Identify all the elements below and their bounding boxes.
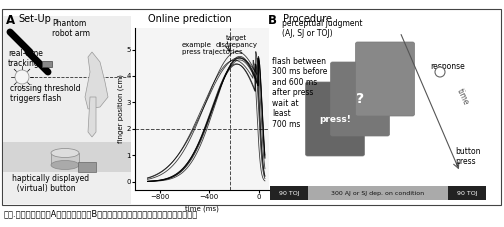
Text: 90 TOJ: 90 TOJ bbox=[457, 190, 477, 195]
Ellipse shape bbox=[51, 160, 79, 170]
Text: 図１.実験１の方法　A：実験の準備　B：課題の１試行の流れと群間のタイムライン: 図１.実験１の方法 A：実験の準備 B：課題の１試行の流れと群間のタイムライン bbox=[4, 209, 198, 218]
Text: B: B bbox=[268, 14, 277, 27]
Circle shape bbox=[435, 67, 445, 77]
Bar bbox=[448, 186, 486, 200]
Text: 90 TOJ: 90 TOJ bbox=[279, 190, 299, 195]
Text: flash between
300 ms before
and 600 ms
after press: flash between 300 ms before and 600 ms a… bbox=[272, 57, 328, 97]
Text: example
press trajectories: example press trajectories bbox=[182, 42, 243, 54]
Text: press!: press! bbox=[319, 114, 351, 123]
Text: Online prediction: Online prediction bbox=[148, 14, 232, 24]
Text: Procedure: Procedure bbox=[283, 14, 332, 24]
Polygon shape bbox=[85, 52, 108, 109]
Polygon shape bbox=[88, 97, 96, 137]
Text: button
press: button press bbox=[455, 147, 480, 166]
Text: response: response bbox=[430, 62, 465, 71]
FancyBboxPatch shape bbox=[331, 62, 390, 136]
Text: Set-Up: Set-Up bbox=[18, 14, 51, 24]
Bar bbox=[3, 142, 131, 172]
Text: wait at
least
700 ms: wait at least 700 ms bbox=[272, 99, 300, 129]
Bar bbox=[270, 186, 308, 200]
Text: A: A bbox=[6, 14, 15, 27]
Text: Phantom
robot arm: Phantom robot arm bbox=[52, 19, 90, 38]
Bar bbox=[308, 186, 448, 200]
Bar bbox=[3, 16, 131, 204]
FancyBboxPatch shape bbox=[305, 82, 364, 156]
Bar bbox=[42, 61, 52, 67]
Text: haptically displayed
  (virtual) button: haptically displayed (virtual) button bbox=[12, 174, 89, 193]
Ellipse shape bbox=[51, 148, 79, 158]
Bar bbox=[78, 162, 96, 172]
Y-axis label: finger position (cm): finger position (cm) bbox=[117, 74, 123, 143]
Text: time: time bbox=[455, 87, 471, 107]
Text: 300 AJ or SJ dep. on condition: 300 AJ or SJ dep. on condition bbox=[332, 190, 424, 195]
Text: real-time
tracking: real-time tracking bbox=[8, 49, 43, 68]
Circle shape bbox=[15, 70, 29, 84]
Bar bbox=[2, 9, 501, 205]
FancyBboxPatch shape bbox=[355, 42, 414, 116]
Text: target
discrepancy: target discrepancy bbox=[216, 35, 258, 48]
Text: perceptual judgment
(AJ, SJ or TOJ): perceptual judgment (AJ, SJ or TOJ) bbox=[282, 19, 362, 38]
Text: ?: ? bbox=[356, 92, 364, 106]
Text: crossing threshold
triggers flash: crossing threshold triggers flash bbox=[10, 84, 81, 104]
X-axis label: time (ms): time (ms) bbox=[185, 205, 219, 212]
Bar bbox=[51, 153, 79, 165]
